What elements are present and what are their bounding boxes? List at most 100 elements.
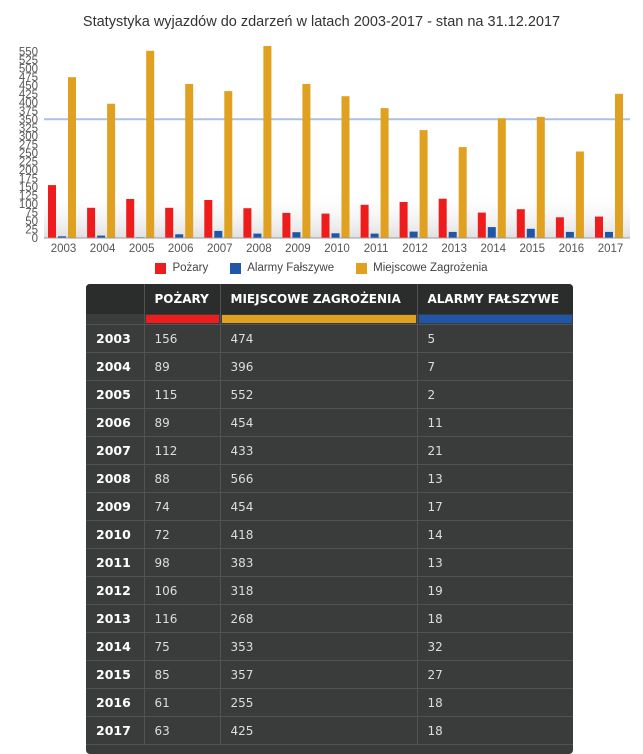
value-cell: 2 <box>417 380 573 409</box>
bar-miejscowe-zagro-enia <box>536 116 545 238</box>
bar-miejscowe-zagro-enia <box>185 84 194 238</box>
value-cell: 566 <box>220 464 418 493</box>
x-tick-label: 2015 <box>520 243 546 255</box>
value-cell: 89 <box>144 352 221 381</box>
value-cell: 474 <box>220 324 418 353</box>
table-row: 2010 72 418 14 <box>86 520 573 549</box>
y-tick-label: 100 <box>19 199 38 211</box>
y-tick-label: 500 <box>19 63 38 75</box>
x-axis: 2003 2004 2005 2006 2007 2008 2009 2010 2011 2012… <box>44 237 630 255</box>
x-tick-label: 2016 <box>559 243 585 255</box>
bar-po-ary <box>48 185 56 238</box>
bar-alarmy-fa-szywe <box>253 233 262 238</box>
bar-miejscowe-zagro-enia <box>458 147 467 238</box>
bar-po-ary <box>243 208 252 238</box>
legend-item-alarmy[interactable]: Alarmy Fałszywe <box>230 262 334 274</box>
year-cell: 2017 <box>86 716 145 745</box>
bar-miejscowe-zagro-enia <box>146 50 155 238</box>
bar-miejscowe-zagro-enia <box>497 118 506 238</box>
value-cell: 156 <box>144 324 221 353</box>
value-cell: 425 <box>220 716 418 745</box>
legend-swatch-alarmy <box>230 262 242 274</box>
value-cell: 383 <box>220 548 418 577</box>
value-cell: 115 <box>144 380 221 409</box>
legend: Pożary Alarmy Fałszywe Miejscowe Zagroże… <box>0 262 643 274</box>
bars <box>48 46 623 238</box>
legend-item-pozary[interactable]: Pożary <box>155 262 208 274</box>
x-tick-label: 2006 <box>168 243 194 255</box>
y-axis: 0255075100125150175200225250275300325350… <box>19 46 630 245</box>
value-cell: 18 <box>417 716 573 745</box>
table-row: 2006 89 454 11 <box>86 408 573 437</box>
bar-po-ary <box>321 213 330 238</box>
swatch-cell <box>220 314 418 325</box>
year-cell: 2009 <box>86 492 145 521</box>
table-row: 2009 74 454 17 <box>86 492 573 521</box>
value-cell: 74 <box>144 492 221 521</box>
value-cell: 63 <box>144 716 221 745</box>
legend-swatch-miejscowe <box>356 262 368 274</box>
legend-label: Alarmy Fałszywe <box>247 262 335 274</box>
table-row: 2012 106 318 19 <box>86 576 573 605</box>
value-cell: 357 <box>220 660 418 689</box>
y-tick-label: 375 <box>19 106 38 118</box>
year-cell: 2003 <box>86 324 145 353</box>
y-tick-label: 175 <box>19 174 38 186</box>
bar-po-ary <box>555 217 564 238</box>
bar-alarmy-fa-szywe <box>370 233 379 238</box>
year-cell: 2006 <box>86 408 145 437</box>
y-tick-label: 550 <box>19 46 38 58</box>
value-cell: 85 <box>144 660 221 689</box>
x-tick-label: 2017 <box>598 243 624 255</box>
table-row: 2007 112 433 21 <box>86 436 573 465</box>
bar-po-ary <box>516 209 525 238</box>
year-cell: 2013 <box>86 604 145 633</box>
bar-miejscowe-zagro-enia <box>615 93 623 238</box>
bar-po-ary <box>165 207 174 238</box>
y-tick-label: 450 <box>19 80 38 92</box>
table-row: 2008 88 566 13 <box>86 464 573 493</box>
bar-po-ary <box>126 199 135 238</box>
value-cell: 5 <box>417 324 573 353</box>
x-tick-label: 2014 <box>481 243 507 255</box>
table-body: 2003 156 474 5 2004 89 396 7 2005 115 552 2 2006 89 45… <box>86 324 573 745</box>
year-cell: 2012 <box>86 576 145 605</box>
value-cell: 454 <box>220 408 418 437</box>
value-cell: 75 <box>144 632 221 661</box>
swatch-cell <box>86 314 145 325</box>
year-cell: 2016 <box>86 688 145 717</box>
y-tick-label: 300 <box>19 131 38 143</box>
value-cell: 7 <box>417 352 573 381</box>
table-row: 2013 116 268 18 <box>86 604 573 633</box>
bar-miejscowe-zagro-enia <box>224 91 233 238</box>
value-cell: 32 <box>417 632 573 661</box>
value-cell: 88 <box>144 464 221 493</box>
y-tick-label: 475 <box>19 72 38 84</box>
bar-miejscowe-zagro-enia <box>68 77 76 238</box>
year-cell: 2004 <box>86 352 145 381</box>
y-tick-label: 525 <box>19 55 38 67</box>
legend-label: Miejscowe Zagrożenia <box>373 262 488 274</box>
value-cell: 98 <box>144 548 221 577</box>
header-color-row <box>86 314 573 325</box>
table-header-row: POŻARY MIEJSCOWE ZAGROŻENIA ALARMY FAŁSZ… <box>86 284 573 314</box>
table-row: 2014 75 353 32 <box>86 632 573 661</box>
y-tick-label: 275 <box>19 140 38 152</box>
y-tick-label: 125 <box>19 191 38 203</box>
bar-chart: 0255075100125150175200225250275300325350… <box>19 46 630 255</box>
legend-item-miejscowe[interactable]: Miejscowe Zagrożenia <box>356 262 488 274</box>
value-cell: 106 <box>144 576 221 605</box>
bar-miejscowe-zagro-enia <box>575 151 584 238</box>
y-tick-label: 325 <box>19 123 38 135</box>
value-cell: 27 <box>417 660 573 689</box>
bar-alarmy-fa-szywe <box>565 231 574 238</box>
bar-po-ary <box>204 200 213 238</box>
year-cell: 2015 <box>86 660 145 689</box>
swatch-cell <box>144 314 221 325</box>
bar-alarmy-fa-szywe <box>526 228 535 238</box>
bar-alarmy-fa-szywe <box>175 234 184 238</box>
header-alarmy: ALARMY FAŁSZYWE <box>417 284 573 314</box>
value-cell: 433 <box>220 436 418 465</box>
value-cell: 19 <box>417 576 573 605</box>
bar-alarmy-fa-szywe <box>605 231 613 238</box>
